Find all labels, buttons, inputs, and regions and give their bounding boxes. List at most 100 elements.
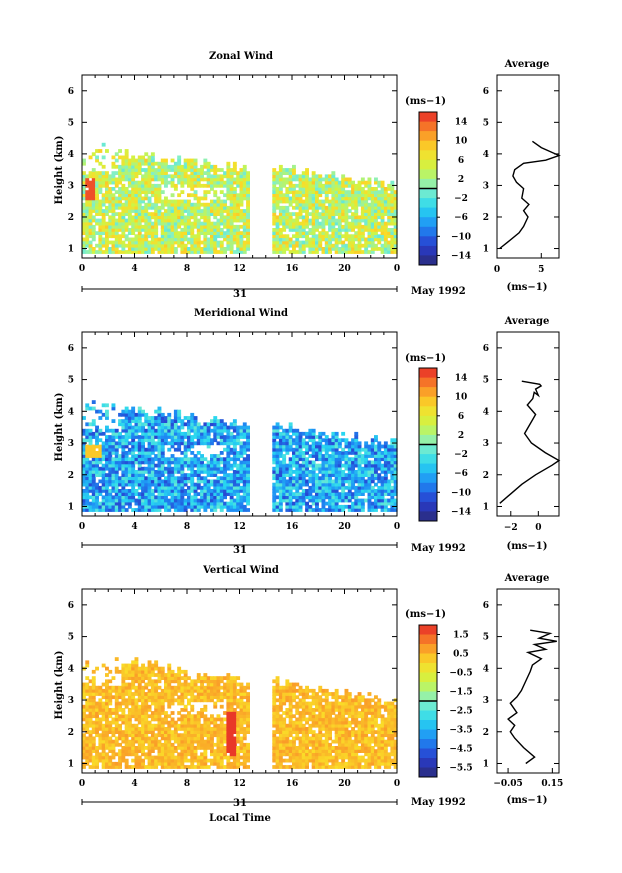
heatmap-cell — [210, 180, 214, 185]
heatmap-cell — [292, 164, 296, 169]
heatmap-cell — [232, 425, 237, 430]
heatmap-cell — [88, 190, 93, 194]
heatmap-cell — [114, 508, 119, 512]
heatmap-cell — [236, 504, 241, 509]
heatmap-cell — [213, 492, 218, 496]
heatmap-cell — [351, 444, 355, 449]
heatmap-cell — [134, 247, 139, 251]
heatmap-cell — [357, 215, 362, 220]
heatmap-cell — [134, 736, 139, 741]
heatmap-cell — [239, 180, 244, 185]
heatmap-cell — [111, 161, 116, 166]
heatmap-cell — [301, 492, 306, 496]
heatmap-cell — [298, 180, 303, 185]
heatmap-cell — [170, 485, 175, 490]
heatmap-cell — [341, 177, 346, 182]
heatmap-cell — [114, 492, 119, 496]
heatmap-cell — [147, 205, 152, 210]
heatmap-cell — [193, 224, 198, 229]
heatmap-cell — [295, 466, 300, 471]
heatmap-cell — [124, 765, 129, 769]
heatmap-cell — [95, 149, 99, 153]
heatmap-cell — [354, 431, 359, 436]
heatmap-cell — [82, 495, 86, 500]
heatmap-cell — [95, 492, 99, 496]
heatmap-cell — [121, 663, 126, 668]
heatmap-cell — [121, 682, 126, 687]
heatmap-cell — [141, 679, 145, 684]
heatmap-cell — [337, 444, 342, 449]
heatmap-cell — [101, 447, 106, 452]
heatmap-cell — [134, 663, 139, 668]
heatmap-cell — [193, 161, 198, 166]
heatmap-cell — [315, 250, 319, 254]
heatmap-cell — [157, 425, 162, 430]
heatmap-cell — [272, 250, 277, 254]
heatmap-cell — [216, 476, 221, 481]
heatmap-cell — [216, 212, 221, 216]
heatmap-cell — [318, 438, 323, 443]
heatmap-cell — [288, 243, 293, 248]
heatmap-cell — [131, 736, 136, 741]
heatmap-cell — [157, 435, 162, 439]
heatmap-cell — [377, 234, 382, 239]
heatmap-cell — [341, 202, 346, 207]
heatmap-cell — [275, 221, 280, 226]
heatmap-cell — [154, 171, 159, 175]
heatmap-cell — [157, 243, 162, 248]
heatmap-cell — [85, 504, 90, 509]
heatmap-cell — [134, 666, 139, 671]
heatmap-cell — [374, 212, 378, 216]
y-tick-label: 1 — [68, 245, 74, 255]
heatmap-cell — [377, 498, 382, 503]
heatmap-cell — [150, 231, 155, 235]
heatmap-cell — [321, 183, 326, 188]
heatmap-cell — [334, 228, 339, 232]
heatmap-cell — [393, 463, 398, 468]
heatmap-cell — [321, 250, 326, 254]
heatmap-cell — [298, 209, 303, 213]
heatmap-cell — [226, 441, 231, 446]
heatmap-cell — [295, 463, 300, 468]
heatmap-cell — [341, 205, 346, 210]
heatmap-cell — [144, 508, 149, 512]
average-profile-line — [499, 140, 561, 250]
heatmap-cell — [239, 431, 244, 436]
heatmap-cell — [213, 209, 218, 213]
heatmap-cell — [127, 447, 132, 452]
heatmap-cell — [311, 470, 316, 474]
heatmap-cell — [390, 243, 395, 248]
heatmap-cell — [232, 177, 237, 182]
heatmap-cell — [334, 473, 339, 477]
heatmap-cell — [164, 199, 168, 204]
heatmap-cell — [124, 190, 129, 194]
heatmap-cell — [328, 447, 332, 452]
heatmap-cell — [134, 473, 139, 477]
heatmap-cell — [147, 174, 152, 179]
heatmap-cell — [285, 479, 290, 484]
heatmap-cell — [344, 460, 349, 465]
heatmap-cell — [131, 444, 136, 449]
heatmap-cell — [370, 485, 375, 490]
heatmap-cell — [383, 234, 388, 239]
heatmap-cell — [229, 495, 234, 500]
heatmap-cell — [124, 501, 129, 506]
heatmap-cell — [85, 685, 90, 690]
heatmap-cell — [298, 479, 303, 484]
heatmap-cell — [141, 688, 145, 693]
heatmap-cell — [150, 435, 155, 439]
heatmap-cell — [141, 733, 145, 738]
heatmap-cell — [278, 489, 283, 493]
heatmap-cell — [105, 237, 109, 242]
heatmap-cell — [236, 205, 241, 210]
heatmap-cell — [242, 164, 247, 169]
heatmap-cell — [331, 498, 336, 503]
colorbar-swatch — [419, 159, 437, 170]
heatmap-cell — [242, 215, 247, 220]
heatmap-cell — [131, 419, 136, 423]
heatmap-cell — [272, 470, 277, 474]
heatmap-cell — [226, 489, 231, 493]
heatmap-cell — [308, 479, 313, 484]
heatmap-cell — [374, 247, 378, 251]
heatmap-cell — [318, 212, 323, 216]
